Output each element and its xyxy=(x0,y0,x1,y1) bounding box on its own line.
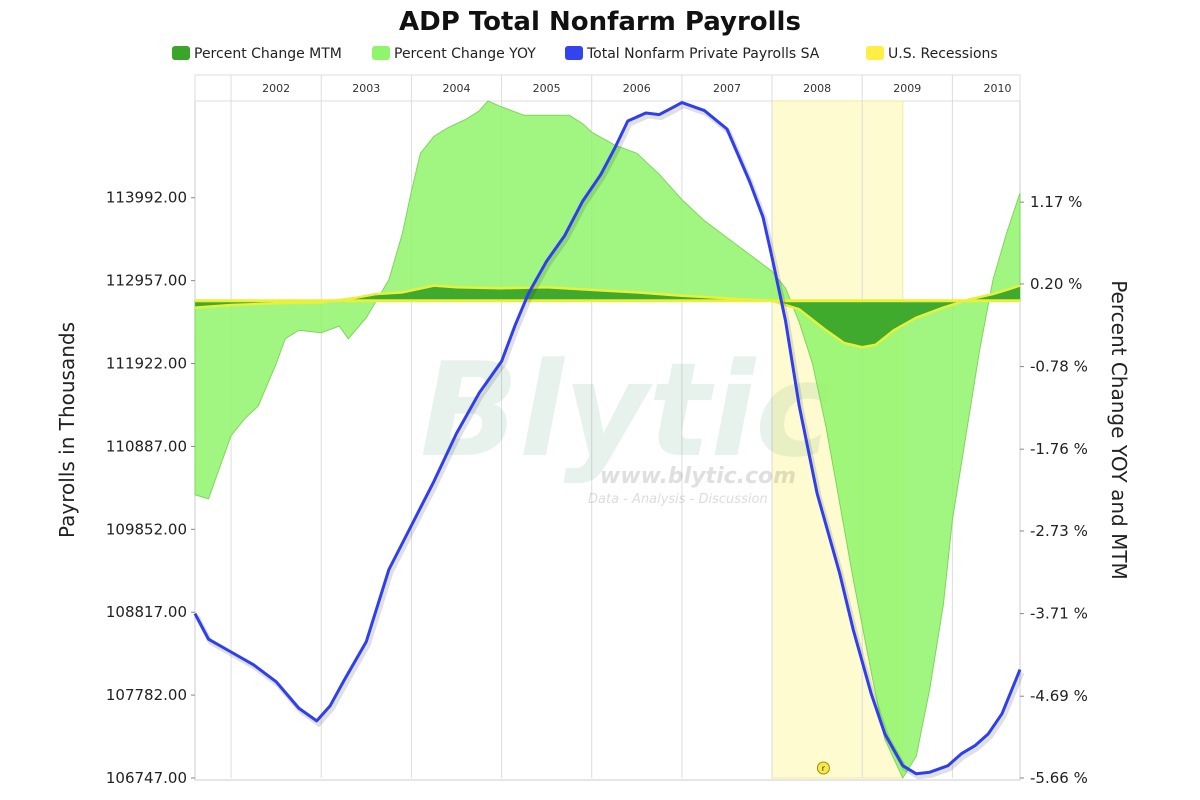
year-label-2: 2004 xyxy=(442,82,470,95)
y-left-tick-label-4: 109852.00 xyxy=(106,520,187,538)
year-label-0: 2002 xyxy=(262,82,290,95)
y-left-axis-label: Payrolls in Thousands xyxy=(55,322,79,538)
chart-title: ADP Total Nonfarm Payrolls xyxy=(399,7,801,37)
series-mtm-outline xyxy=(194,284,1021,349)
year-label-7: 2009 xyxy=(893,82,921,95)
legend-swatch-2 xyxy=(565,46,583,60)
legend-swatch-0 xyxy=(172,46,190,60)
legend-label-3: U.S. Recessions xyxy=(888,46,998,62)
series-payrolls-line xyxy=(193,101,1022,776)
watermark: Blytic www.blytic.com Data - Analysis - … xyxy=(420,334,832,507)
y-left-tick-label-5: 108817.00 xyxy=(106,603,187,621)
recession-marker-icon xyxy=(816,761,830,775)
year-label-3: 2005 xyxy=(533,82,561,95)
legend-swatch-1 xyxy=(372,46,390,60)
legend-label-0: Percent Change MTM xyxy=(194,46,342,62)
year-label-6: 2008 xyxy=(803,82,831,95)
y-right-tick-label-2: -0.78 % xyxy=(1030,358,1088,376)
y-left-tick-label-6: 107782.00 xyxy=(106,686,187,704)
recession-marker-label: r xyxy=(822,764,826,773)
y-left-tick-label-2: 111922.00 xyxy=(106,355,187,373)
marker-layer: r xyxy=(816,761,830,775)
y-right-tick-label-0: 1.17 % xyxy=(1030,193,1082,211)
y-right-tick-label-6: -4.69 % xyxy=(1030,687,1088,705)
y-left-tick-label-7: 106747.00 xyxy=(106,769,187,787)
legend: Percent Change MTM Percent Change YOY Tota… xyxy=(172,46,998,62)
watermark-brand: Blytic xyxy=(420,334,832,486)
series-payrolls-shadow xyxy=(194,102,1025,780)
series-yoy-area xyxy=(194,100,1021,780)
y-right-tick-label-3: -1.76 % xyxy=(1030,440,1088,458)
year-label-1: 2003 xyxy=(352,82,380,95)
y-left-tick-label-3: 110887.00 xyxy=(106,437,187,455)
legend-label-1: Percent Change YOY xyxy=(394,46,536,62)
year-label-5: 2007 xyxy=(713,82,741,95)
watermark-tagline: Data - Analysis - Discussion xyxy=(588,492,768,507)
watermark-url: www.blytic.com xyxy=(600,464,796,489)
year-label-8: 2010 xyxy=(983,82,1011,95)
y-right-axis-label: Percent Change YOY and MTM xyxy=(1107,280,1131,580)
y-right-tick-label-1: 0.20 % xyxy=(1030,275,1082,293)
y-left-tick-label-1: 112957.00 xyxy=(106,272,187,290)
axis-layer: 2002 2003 2004 2005 2006 2007 2008 2009 2010 1139… xyxy=(106,82,1088,787)
y-left-tick-label-0: 113992.00 xyxy=(106,189,187,207)
legend-label-2: Total Nonfarm Private Payrolls SA xyxy=(586,46,820,62)
year-label-4: 2006 xyxy=(623,82,651,95)
year-header-band xyxy=(194,74,1021,102)
series-layer xyxy=(193,100,1025,780)
y-right-tick-label-7: -5.66 % xyxy=(1030,769,1088,787)
y-right-tick-label-4: -2.73 % xyxy=(1030,522,1088,540)
legend-swatch-3 xyxy=(866,46,884,60)
y-right-tick-label-5: -3.71 % xyxy=(1030,605,1088,623)
